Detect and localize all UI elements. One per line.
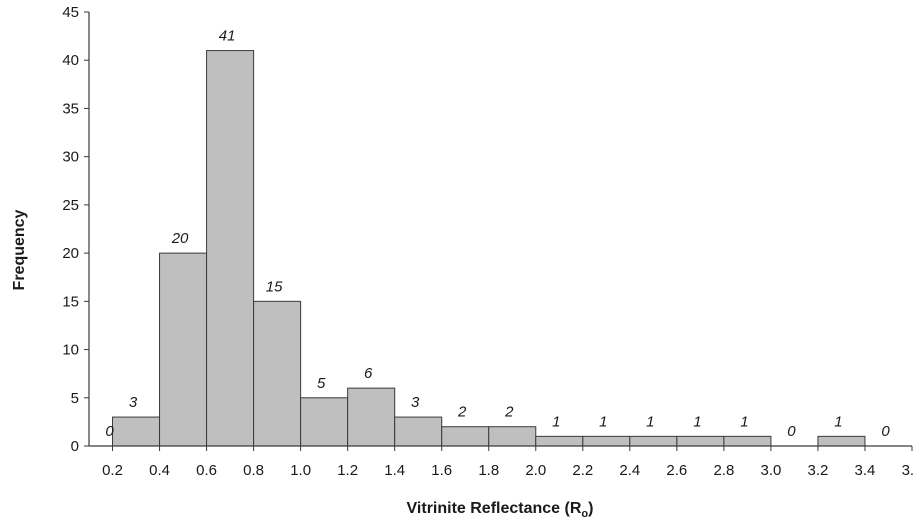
x-tick-label-7: 1.6 bbox=[431, 462, 452, 479]
x-tick-label-1: 0.4 bbox=[149, 462, 170, 479]
data-label-10: 1 bbox=[552, 413, 560, 430]
x-tick-label-0: 0.2 bbox=[102, 462, 123, 479]
x-axis: 0.2 0.4 0.6 0.8 1.0 1.2 1.4 1.6 1.8 2.0 2.2 2.4 2.6 2… bbox=[89, 445, 914, 479]
x-tick-label-10: 2.2 bbox=[572, 462, 593, 479]
y-tick-label-2: 10 bbox=[62, 342, 79, 359]
data-label-6: 6 bbox=[364, 365, 373, 382]
y-tick-label-5: 25 bbox=[62, 197, 79, 214]
data-label-11: 1 bbox=[599, 413, 607, 430]
bar-7 bbox=[394, 416, 443, 447]
x-axis-title-close: ) bbox=[588, 500, 593, 517]
data-label-12: 1 bbox=[646, 413, 654, 430]
x-tick-label-4: 1.0 bbox=[290, 462, 311, 479]
x-tick-label-12: 2.6 bbox=[666, 462, 687, 479]
x-tick-label-14: 3.0 bbox=[760, 462, 781, 479]
x-axis-title: Vitrinite Reflectance (Ro) bbox=[407, 500, 594, 520]
bar-12 bbox=[629, 435, 678, 447]
bar-8 bbox=[441, 426, 490, 447]
bar-14 bbox=[723, 435, 772, 447]
x-axis-title-main: Vitrinite Reflectance (R bbox=[407, 500, 582, 517]
bar-13 bbox=[676, 435, 725, 447]
y-tick-label-1: 5 bbox=[71, 390, 79, 407]
y-tick-label-8: 40 bbox=[62, 52, 79, 69]
y-tick-label-4: 20 bbox=[62, 245, 79, 262]
x-tick-label-8: 1.8 bbox=[478, 462, 499, 479]
data-label-9: 2 bbox=[504, 404, 514, 421]
data-label-15: 0 bbox=[787, 423, 796, 440]
y-tick-label-9: 45 bbox=[62, 4, 79, 21]
data-label-8: 2 bbox=[457, 404, 467, 421]
data-label-5: 5 bbox=[317, 375, 326, 392]
bar-3 bbox=[206, 50, 255, 447]
bars-group bbox=[112, 50, 866, 447]
y-tick-label-3: 15 bbox=[62, 293, 79, 310]
y-tick-label-6: 30 bbox=[62, 149, 79, 166]
bar-1 bbox=[112, 416, 161, 447]
data-label-14: 1 bbox=[740, 413, 748, 430]
bar-4 bbox=[253, 300, 302, 447]
bar-5 bbox=[300, 397, 349, 447]
x-tick-label-2: 0.6 bbox=[196, 462, 217, 479]
x-tick-label-5: 1.2 bbox=[337, 462, 358, 479]
data-label-7: 3 bbox=[411, 394, 420, 411]
x-tick-label-3: 0.8 bbox=[243, 462, 264, 479]
bar-10 bbox=[535, 435, 584, 447]
data-label-3: 41 bbox=[219, 28, 236, 45]
x-tick-label-13: 2.8 bbox=[713, 462, 734, 479]
x-tick-label-15: 3.2 bbox=[808, 462, 829, 479]
y-axis: 0 5 10 15 20 25 30 35 40 45 bbox=[62, 4, 90, 455]
y-axis-title: Frequency bbox=[11, 209, 28, 290]
data-label-1: 3 bbox=[129, 394, 138, 411]
x-axis-title-subscript: o bbox=[581, 508, 588, 520]
data-label-2: 20 bbox=[171, 230, 189, 247]
data-label-17: 0 bbox=[881, 423, 890, 440]
bar-9 bbox=[488, 426, 537, 447]
bar-6 bbox=[347, 387, 396, 447]
x-tick-label-16: 3.4 bbox=[855, 462, 876, 479]
x-tick-label-6: 1.4 bbox=[384, 462, 405, 479]
data-label-13: 1 bbox=[693, 413, 701, 430]
bar-16 bbox=[817, 435, 866, 447]
x-tick-label-17: 3.6 bbox=[902, 462, 914, 479]
y-tick-label-0: 0 bbox=[71, 438, 79, 455]
x-tick-label-9: 2.0 bbox=[525, 462, 546, 479]
y-tick-label-7: 35 bbox=[62, 100, 79, 117]
data-label-16: 1 bbox=[834, 413, 842, 430]
data-label-4: 15 bbox=[266, 278, 283, 295]
x-tick-label-11: 2.4 bbox=[619, 462, 640, 479]
bar-11 bbox=[582, 435, 631, 447]
bar-2 bbox=[159, 252, 208, 447]
data-label-0: 0 bbox=[105, 423, 114, 440]
